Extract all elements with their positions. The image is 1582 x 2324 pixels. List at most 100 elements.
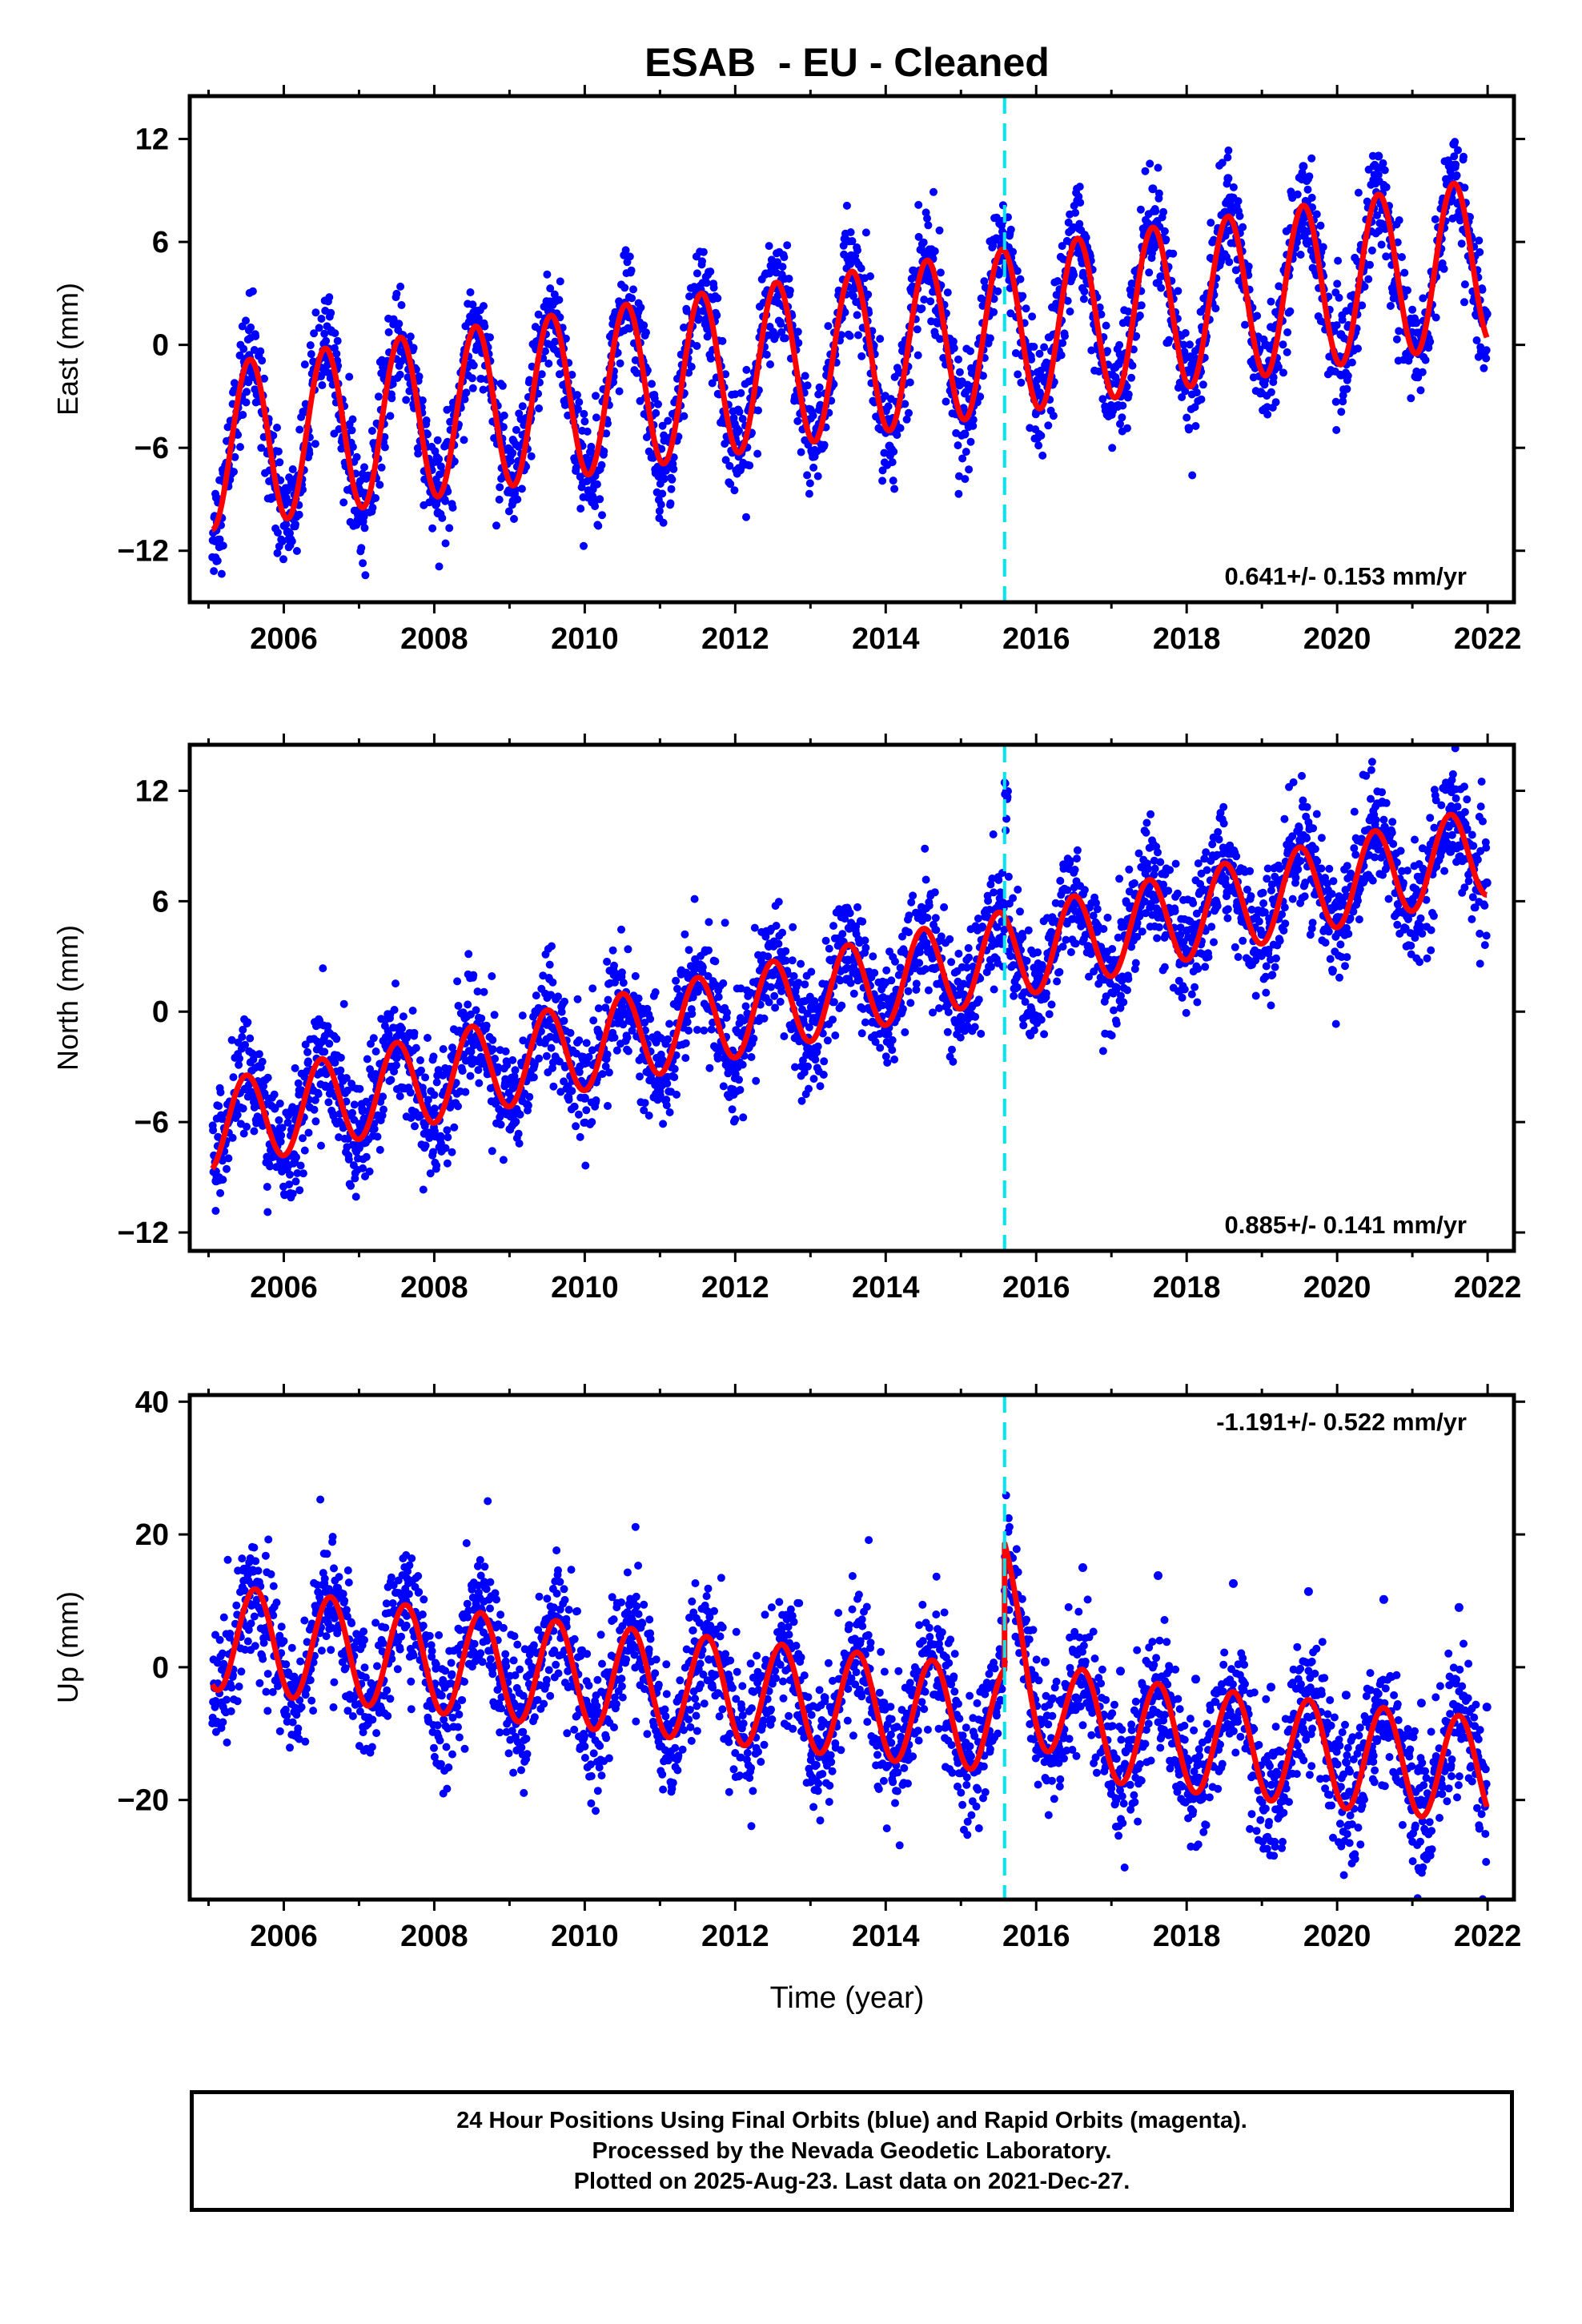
y-tick-label: 6 [152, 226, 169, 259]
east-data-point [1261, 340, 1270, 349]
north-panel-frame [190, 745, 1514, 1251]
north-data-point [656, 1077, 665, 1086]
up-y-axis-label: Up (mm) [51, 1591, 84, 1703]
up-data-point [1154, 1571, 1162, 1580]
north-data-point [242, 1084, 251, 1093]
y-tick-label: 0 [152, 329, 169, 363]
north-data-point [881, 1029, 890, 1038]
north-data-point [580, 1094, 589, 1103]
up-data-point [1417, 1699, 1426, 1707]
up-position-cloud [208, 1491, 1492, 1903]
east-daily-points [208, 86, 1491, 579]
x-tick-label: 2008 [400, 622, 468, 656]
north-data-point [468, 1037, 476, 1046]
east-data-point [735, 464, 744, 472]
north-data-point [505, 1110, 514, 1119]
north-data-point [919, 939, 928, 948]
y-tick-label: 40 [135, 1385, 169, 1419]
y-tick-label: 20 [135, 1518, 169, 1552]
up-data-point [1078, 1563, 1087, 1572]
x-tick-label: 2020 [1303, 1271, 1371, 1305]
x-tick-label: 2014 [852, 1920, 920, 1953]
north-y-axis-label: North (mm) [51, 925, 84, 1071]
east-data-point [1148, 184, 1157, 193]
north-data-point [731, 1063, 740, 1072]
x-tick-label: 2010 [551, 622, 619, 656]
x-tick-label: 2010 [551, 1920, 619, 1953]
x-tick-label: 2022 [1454, 622, 1522, 656]
x-tick-label: 2012 [701, 1920, 769, 1953]
north-data-point [392, 1053, 401, 1062]
panel-east: 2006 2008 2010 2012 2014 2016 2018 2020 2022−12−… [51, 85, 1525, 656]
figure-title: ESAB - EU - Cleaned [644, 40, 1050, 85]
x-tick-label: 2016 [1002, 1271, 1070, 1305]
north-data-point [543, 1020, 552, 1029]
east-data-point [1223, 174, 1232, 183]
x-tick-label: 2018 [1153, 1920, 1221, 1953]
panel-north: 2006 2008 2010 2012 2014 2016 2018 2020 2022 −12 −… [51, 734, 1525, 1305]
y-tick-label: −12 [118, 535, 169, 569]
east-position-cloud [208, 86, 1492, 579]
x-tick-label: 2006 [250, 1920, 318, 1953]
east-rate-label: 0.641+/- 0.153 mm/yr [1225, 562, 1467, 590]
x-tick-label: 2012 [701, 622, 769, 656]
east-data-point [434, 509, 443, 517]
panel-up: 2006 2008 2010 2012 2014 2016 2018 2020 2022−200… [51, 1384, 1525, 1953]
north-data-point [430, 1127, 439, 1136]
x-tick-label: 2008 [400, 1271, 468, 1305]
east-data-point [660, 474, 669, 483]
up-daily-points [208, 1491, 1491, 1903]
x-tick-label: 2018 [1153, 622, 1221, 656]
y-tick-label: 12 [135, 774, 169, 808]
up-data-point [1342, 1691, 1351, 1699]
y-tick-label: 0 [152, 995, 169, 1029]
x-tick-label: 2020 [1303, 622, 1371, 656]
north-data-point [211, 1176, 220, 1185]
east-y-axis-label: East (mm) [51, 283, 84, 416]
up-data-point [1041, 1658, 1050, 1667]
up-data-point [1483, 1703, 1492, 1711]
east-data-point [509, 497, 518, 505]
x-tick-label: 2014 [852, 1271, 920, 1305]
north-data-point [806, 1046, 815, 1055]
x-tick-label: 2006 [250, 1271, 318, 1305]
x-tick-label: 2006 [250, 622, 318, 656]
up-data-point [1455, 1603, 1464, 1612]
up-data-point [1229, 1579, 1238, 1588]
north-data-point [279, 1160, 288, 1169]
y-tick-label: −12 [118, 1216, 169, 1250]
east-data-point [961, 430, 970, 439]
x-tick-label: 2022 [1454, 1920, 1522, 1953]
north-data-point [769, 971, 777, 979]
footer-line-processing: Processed by the Nevada Geodetic Laborat… [194, 2136, 1510, 2166]
up-data-point [1304, 1587, 1313, 1596]
y-tick-label: −6 [135, 1106, 169, 1140]
north-data-point [844, 955, 853, 964]
east-data-point [1374, 152, 1383, 161]
north-daily-points [209, 744, 1491, 1216]
footer-line-orbits: 24 Hour Positions Using Final Orbits (bl… [194, 2105, 1510, 2136]
y-tick-label: 6 [152, 885, 169, 919]
east-data-point [810, 452, 819, 460]
north-data-point [693, 987, 702, 996]
x-tick-label: 2016 [1002, 622, 1070, 656]
x-tick-label: 2008 [400, 1920, 468, 1953]
x-tick-label: 2010 [551, 1271, 619, 1305]
footer-caption-box: 24 Hour Positions Using Final Orbits (bl… [190, 2090, 1514, 2212]
east-data-point [1110, 363, 1119, 372]
x-axis-label: Time (year) [770, 1981, 925, 2015]
north-data-point [355, 1144, 363, 1152]
up-data-point [1116, 1667, 1125, 1675]
east-data-point [1449, 140, 1458, 149]
x-tick-label: 2022 [1454, 1271, 1522, 1305]
east-data-point [1411, 318, 1420, 327]
x-tick-label: 2012 [701, 1271, 769, 1305]
x-tick-label: 2014 [852, 622, 920, 656]
east-data-point [1035, 373, 1044, 382]
up-data-point [1267, 1683, 1275, 1691]
x-tick-label: 2016 [1002, 1920, 1070, 1953]
north-rate-label: 0.885+/- 0.141 mm/yr [1225, 1211, 1467, 1239]
north-position-cloud [209, 744, 1492, 1216]
x-tick-label: 2018 [1153, 1271, 1221, 1305]
